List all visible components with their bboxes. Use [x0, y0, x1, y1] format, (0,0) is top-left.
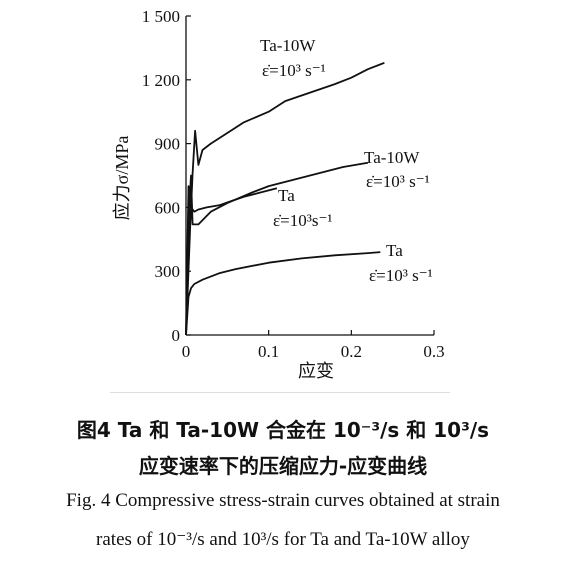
annotation-rate-2: ε̇=10³ s⁻¹: [366, 172, 430, 191]
y-tick-label: 0: [172, 326, 181, 345]
caption-en-line1: Fig. 4 Compressive stress-strain curves …: [66, 490, 500, 511]
y-tick-label: 300: [155, 262, 181, 281]
series-line-3: [185, 185, 278, 336]
x-tick-label: 0.2: [341, 342, 362, 361]
axes-layer: 0 300 600 900 1 200 1 500 0 0.1 0.2 0.3 应变 应力σ/MPa: [112, 7, 445, 381]
y-tick-label: 900: [155, 135, 181, 154]
y-tick-label: 600: [155, 198, 181, 217]
annotation-rate-3: ε̇=10³s⁻¹: [273, 211, 333, 230]
y-tick-label: 1 500: [142, 7, 180, 26]
x-tick-label: 0.3: [423, 342, 444, 361]
caption-zh-line1: 图4 Ta 和 Ta-10W 合金在 10⁻³/s 和 10³/s: [76, 418, 490, 442]
annotation-label-1: Ta-10W: [260, 36, 316, 55]
series-line-1: [185, 61, 385, 336]
x-tick-label: 0: [182, 342, 191, 361]
series-layer: [185, 61, 385, 336]
annotation-label-2: Ta-10W: [364, 148, 420, 167]
annotation-layer: Ta-10W ε̇=10³ s⁻¹ Ta-10W ε̇=10³ s⁻¹ Ta ε̇=10³…: [260, 36, 433, 285]
annotation-label-3: Ta: [278, 186, 295, 205]
caption-en-line2: rates of 10⁻³/s and 10³/s for Ta and Ta-…: [96, 529, 470, 550]
annotation-rate-4: ε̇=10³ s⁻¹: [369, 266, 433, 285]
y-axis-label: 应力σ/MPa: [112, 136, 132, 221]
caption-divider: [110, 392, 450, 393]
y-tick-label: 1 200: [142, 71, 180, 90]
caption-zh-line2: 应变速率下的压缩应力-应变曲线: [138, 454, 428, 478]
annotation-label-4: Ta: [386, 241, 403, 260]
annotation-rate-1: ε̇=10³ s⁻¹: [262, 61, 326, 80]
x-axis-label: 应变: [298, 361, 334, 381]
x-tick-label: 0.1: [258, 342, 279, 361]
series-line-4: [185, 251, 381, 336]
